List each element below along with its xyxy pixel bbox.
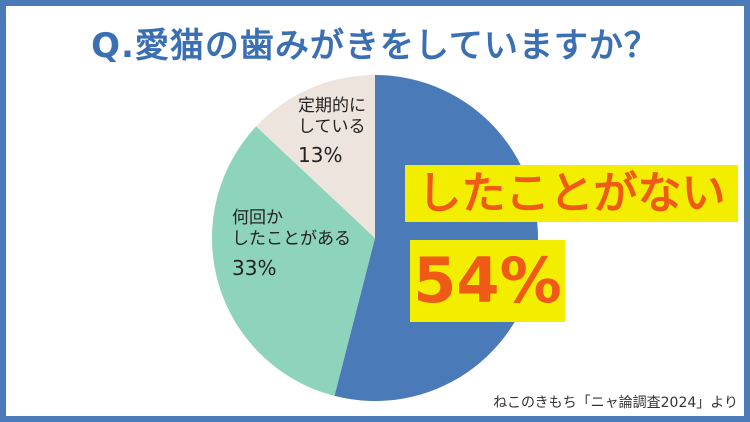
- category-label: 何回か したことがある: [232, 208, 351, 249]
- value-label: 33%: [232, 256, 277, 280]
- pie-slice: [212, 126, 375, 396]
- pie-slice: [256, 75, 375, 238]
- value-label: 13%: [298, 143, 343, 167]
- category-label: したことがない: [405, 165, 738, 222]
- value-label: 54%: [410, 240, 565, 322]
- category-label: 定期的に している: [298, 96, 366, 137]
- chart-title: Q.愛猫の歯みがきをしていますか？: [91, 26, 659, 66]
- source-note: ねこのきもち「ニャ論調査2024」より: [493, 395, 738, 411]
